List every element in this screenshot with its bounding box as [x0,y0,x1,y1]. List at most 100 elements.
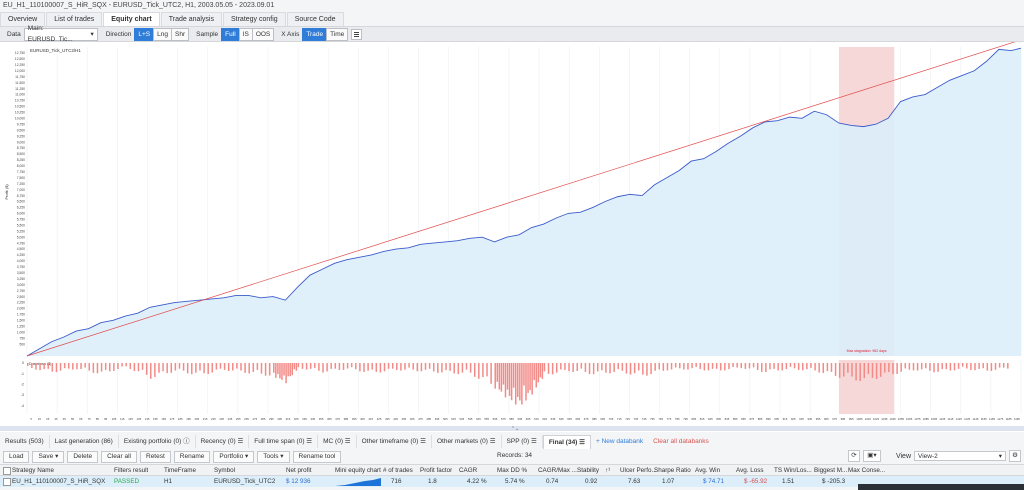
databank-tab[interactable]: Final (34) ☰ [542,434,591,449]
drawdown-bar [740,363,743,369]
action-button[interactable]: Delete [67,450,99,463]
databank-tab[interactable]: Full time span (0) ☰ [249,435,319,448]
column-header[interactable]: CAGR [459,467,478,474]
column-header[interactable]: Ulcer Perfo... [620,467,657,474]
action-button[interactable]: Rename [173,450,211,463]
column-header[interactable]: Mini equity chart [335,467,381,474]
tab-equity-chart[interactable]: Equity chart [103,12,160,26]
column-header[interactable]: Biggest M... [814,467,848,474]
cell-stability: 0.92 [585,478,598,485]
drawdown-y-tick: -3 [21,393,24,397]
drawdown-bar [478,363,480,379]
cell-sharpe: 1.07 [662,478,675,485]
save-view-icon[interactable]: ▣▾ [862,450,881,462]
column-header[interactable]: ↑¹ [605,467,611,474]
column-header[interactable]: TimeFrame [164,467,196,474]
action-button[interactable]: Clear all [101,450,137,463]
sample-option[interactable]: OOS [251,27,275,41]
action-button[interactable]: Retest [140,450,171,463]
y-tick-label: 9,000 [17,140,25,144]
action-button[interactable]: Portfolio ▾ [213,450,255,463]
cell-timeframe: H1 [164,478,173,485]
cell-cagr-dd: 0.74 [546,478,559,485]
column-header[interactable]: Avg. Win [695,467,721,474]
direction-option[interactable]: Lng [153,27,172,41]
x-tick-label: 945 [807,417,812,421]
x-tick-label: 695 [600,417,605,421]
tab-list-of-trades[interactable]: List of trades [46,12,103,26]
column-header[interactable]: Max DD % [497,467,528,474]
databank-tab[interactable]: SPP (0) ☰ [502,435,543,448]
drawdown-bar [744,363,747,369]
drawdown-bar [469,363,472,373]
databank-tab[interactable]: Other markets (0) ☰ [432,435,502,448]
drawdown-bar [789,363,792,367]
column-header[interactable]: Avg. Loss [736,467,764,474]
drawdown-bar [277,363,279,375]
drawdown-bar [287,363,289,377]
drawdown-bar [96,363,99,374]
drawdown-bar [978,363,980,369]
databank-tab[interactable]: Other timeframe (0) ☰ [357,435,432,448]
column-header[interactable]: Sharpe Ratio [654,467,691,474]
row-checkbox[interactable] [3,478,11,486]
collapse-icon[interactable]: ⌃⌄ [510,426,520,432]
table-row[interactable]: EU_H1_110100007_S_HiR_SQX PASSED H1 EURUSD_… [0,476,1024,487]
sample-option[interactable]: Full [221,27,240,41]
direction-option[interactable]: L+S [134,27,155,41]
y-tick-label: 7,500 [17,176,25,180]
drawdown-bar [137,363,140,372]
clear-databanks-button[interactable]: Clear all databanks [653,438,709,445]
x-tick-label: 15 [38,417,42,421]
action-button[interactable]: Rename tool [292,450,342,463]
data-select[interactable]: Main: EURUSD_Tic... ▾ [23,25,98,43]
xaxis-option[interactable]: Time [326,27,349,41]
drawdown-bar [252,363,255,372]
action-button[interactable]: Tools ▾ [257,450,290,463]
new-databank-button[interactable]: + New databank [595,438,644,445]
view-select[interactable]: View-2 ▾ [914,451,1006,461]
settings-icon[interactable]: ⚙ [1009,450,1021,462]
column-header[interactable]: Strategy Name [12,467,54,474]
drawdown-bar [432,363,435,372]
panel-splitter[interactable] [0,426,1024,431]
column-header[interactable]: TS Win/Los... [774,467,812,474]
column-header[interactable]: Stability [577,467,600,474]
column-header[interactable]: Filters result [114,467,149,474]
column-header[interactable]: Symbol [214,467,235,474]
drawdown-bar [283,363,285,376]
select-all-checkbox[interactable] [3,467,11,475]
databank-tab[interactable]: Recency (0) ☰ [196,435,250,448]
menu-icon[interactable] [351,28,363,40]
column-header[interactable]: CAGR/Max ... [538,467,577,474]
databank-tab[interactable]: Existing portfolio (0) ⓘ [119,435,196,448]
equity-chart-svg: Max stagnation: 962 days EURUSD_Tick_UTC2… [4,39,1022,421]
xaxis-option[interactable]: Trade [302,27,328,41]
x-tick-label: 685 [592,417,597,421]
drawdown-bar [851,363,853,377]
drawdown-bar [117,363,119,370]
drawdown-bar [141,363,144,370]
tab-trade-analysis[interactable]: Trade analysis [160,12,222,26]
column-header[interactable]: # of trades [383,467,413,474]
column-header[interactable]: Net profit [286,467,312,474]
drawdown-bar [773,363,775,369]
drawdown-bar [752,363,755,368]
drawdown-bar [305,363,308,370]
direction-option[interactable]: Shr [171,27,190,41]
column-header[interactable]: Max Conse... [848,467,886,474]
databank-tab[interactable]: Last generation (86) [50,435,119,448]
tab-strategy-config[interactable]: Strategy config [222,12,286,26]
sample-option[interactable]: IS [238,27,253,41]
databank-tab[interactable]: MC (0) ☰ [318,435,357,448]
refresh-icon[interactable]: ⟳ [847,450,860,462]
tab-source-code[interactable]: Source Code [286,12,344,26]
drawdown-bar [363,363,365,372]
direction-toggle: L+S Lng Shr [134,27,190,41]
column-header[interactable]: Profit factor [420,467,453,474]
action-button[interactable]: Save ▾ [32,450,65,463]
action-button[interactable]: Load [3,450,30,463]
tab-overview[interactable]: Overview [0,12,46,26]
x-tick-label: 665 [576,417,581,421]
databank-tab[interactable]: Results (503) [0,435,50,448]
